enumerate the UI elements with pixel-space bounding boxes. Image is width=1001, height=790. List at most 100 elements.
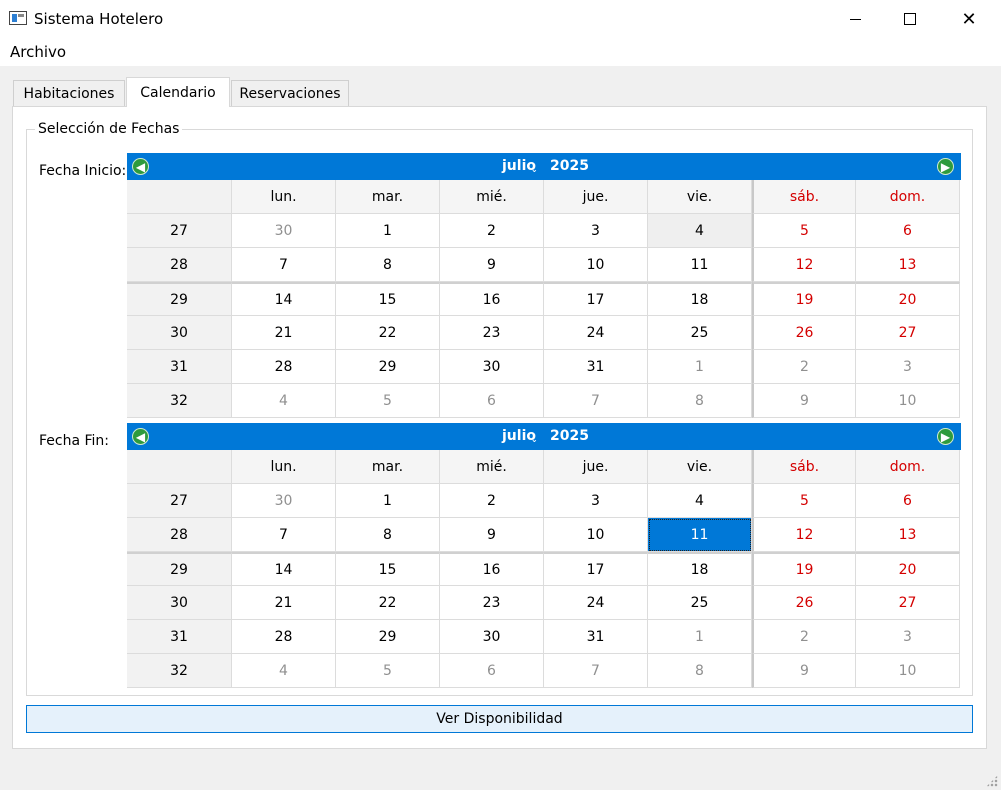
resize-grip-icon[interactable] xyxy=(986,775,998,787)
day-cell[interactable]: 29 xyxy=(336,620,440,654)
arrow-right-icon[interactable]: ▶ xyxy=(937,158,954,175)
day-cell[interactable]: 1 xyxy=(648,350,752,384)
day-cell[interactable]: 3 xyxy=(856,620,960,654)
day-cell[interactable]: 4 xyxy=(232,654,336,688)
day-cell[interactable]: 4 xyxy=(648,484,752,518)
day-cell[interactable]: 9 xyxy=(752,654,856,688)
day-cell[interactable]: 25 xyxy=(648,316,752,350)
day-cell[interactable]: 30 xyxy=(232,484,336,518)
day-cell[interactable]: 7 xyxy=(544,384,648,418)
arrow-right-icon[interactable]: ▶ xyxy=(937,428,954,445)
day-cell[interactable]: 7 xyxy=(544,654,648,688)
day-cell[interactable]: 30 xyxy=(440,620,544,654)
close-button[interactable]: ✕ xyxy=(946,0,992,38)
day-cell[interactable]: 17 xyxy=(544,552,648,586)
day-cell[interactable]: 13 xyxy=(856,518,960,552)
fecha-inicio-calendar[interactable]: ◀ julio ⌄ 2025 ▶ lun. mar. mié. jue. vie. sáb… xyxy=(127,153,961,418)
day-cell[interactable]: 27 xyxy=(856,586,960,620)
day-cell[interactable]: 15 xyxy=(336,552,440,586)
day-cell[interactable]: 9 xyxy=(440,248,544,282)
day-cell[interactable]: 23 xyxy=(440,586,544,620)
year-selector[interactable]: 2025 xyxy=(550,158,589,174)
day-cell[interactable]: 30 xyxy=(440,350,544,384)
day-cell[interactable]: 3 xyxy=(856,350,960,384)
day-cell[interactable]: 18 xyxy=(648,282,752,316)
day-cell[interactable]: 19 xyxy=(752,552,856,586)
day-cell[interactable]: 23 xyxy=(440,316,544,350)
day-cell[interactable]: 20 xyxy=(856,282,960,316)
day-cell[interactable]: 5 xyxy=(752,214,856,248)
day-cell[interactable]: 14 xyxy=(232,282,336,316)
day-cell[interactable]: 17 xyxy=(544,282,648,316)
day-cell[interactable]: 30 xyxy=(232,214,336,248)
day-cell[interactable]: 7 xyxy=(232,248,336,282)
minimize-button[interactable] xyxy=(832,0,878,38)
arrow-left-icon[interactable]: ◀ xyxy=(132,158,149,175)
day-cell[interactable]: 6 xyxy=(856,214,960,248)
day-cell[interactable]: 28 xyxy=(232,350,336,384)
tab-calendario[interactable]: Calendario xyxy=(126,77,230,107)
ver-disponibilidad-button[interactable]: Ver Disponibilidad xyxy=(26,705,973,733)
day-cell[interactable]: 25 xyxy=(648,586,752,620)
day-cell[interactable]: 10 xyxy=(544,518,648,552)
arrow-left-icon[interactable]: ◀ xyxy=(132,428,149,445)
year-selector[interactable]: 2025 xyxy=(550,428,589,444)
day-cell[interactable]: 14 xyxy=(232,552,336,586)
day-cell[interactable]: 2 xyxy=(752,620,856,654)
day-cell[interactable]: 12 xyxy=(752,518,856,552)
day-cell[interactable]: 8 xyxy=(336,248,440,282)
day-cell[interactable]: 6 xyxy=(440,384,544,418)
day-cell[interactable]: 6 xyxy=(856,484,960,518)
month-selector[interactable]: julio xyxy=(502,158,536,174)
day-cell[interactable]: 1 xyxy=(336,214,440,248)
day-cell[interactable]: 21 xyxy=(232,586,336,620)
day-cell[interactable]: 29 xyxy=(336,350,440,384)
day-cell[interactable]: 2 xyxy=(440,484,544,518)
day-cell[interactable]: 27 xyxy=(856,316,960,350)
day-cell[interactable]: 13 xyxy=(856,248,960,282)
day-cell[interactable]: 2 xyxy=(752,350,856,384)
day-cell[interactable]: 21 xyxy=(232,316,336,350)
day-cell[interactable]: 11 xyxy=(648,248,752,282)
day-cell[interactable]: 22 xyxy=(336,316,440,350)
maximize-button[interactable] xyxy=(887,0,933,38)
day-cell[interactable]: 18 xyxy=(648,552,752,586)
fecha-fin-calendar[interactable]: ◀ julio ⌄ 2025 ▶ lun. mar. mié. jue. vie. sáb… xyxy=(127,423,961,688)
day-cell[interactable]: 8 xyxy=(336,518,440,552)
day-cell[interactable]: 5 xyxy=(336,384,440,418)
day-cell[interactable]: 7 xyxy=(232,518,336,552)
day-cell[interactable]: 8 xyxy=(648,654,752,688)
day-cell[interactable]: 9 xyxy=(752,384,856,418)
month-selector[interactable]: julio xyxy=(502,428,536,444)
day-cell[interactable]: 3 xyxy=(544,214,648,248)
day-cell[interactable]: 3 xyxy=(544,484,648,518)
day-cell[interactable]: 10 xyxy=(856,384,960,418)
day-cell[interactable]: 4 xyxy=(648,214,752,248)
day-cell[interactable]: 28 xyxy=(232,620,336,654)
day-cell[interactable]: 10 xyxy=(544,248,648,282)
day-cell[interactable]: 24 xyxy=(544,586,648,620)
day-cell[interactable]: 4 xyxy=(232,384,336,418)
day-cell[interactable]: 26 xyxy=(752,316,856,350)
day-cell[interactable]: 10 xyxy=(856,654,960,688)
day-cell[interactable]: 1 xyxy=(648,620,752,654)
day-cell[interactable]: 8 xyxy=(648,384,752,418)
day-cell[interactable]: 2 xyxy=(440,214,544,248)
day-cell[interactable]: 16 xyxy=(440,552,544,586)
day-cell[interactable]: 31 xyxy=(544,350,648,384)
day-cell[interactable]: 26 xyxy=(752,586,856,620)
tab-habitaciones[interactable]: Habitaciones xyxy=(13,80,125,107)
day-cell[interactable]: 9 xyxy=(440,518,544,552)
day-cell[interactable]: 19 xyxy=(752,282,856,316)
day-cell[interactable]: 6 xyxy=(440,654,544,688)
day-cell[interactable]: 12 xyxy=(752,248,856,282)
day-cell[interactable]: 5 xyxy=(336,654,440,688)
day-cell[interactable]: 20 xyxy=(856,552,960,586)
day-cell[interactable]: 22 xyxy=(336,586,440,620)
menu-archivo[interactable]: Archivo xyxy=(10,43,67,61)
day-cell[interactable]: 5 xyxy=(752,484,856,518)
day-cell[interactable]: 15 xyxy=(336,282,440,316)
tab-reservaciones[interactable]: Reservaciones xyxy=(231,80,349,107)
day-cell[interactable]: 11 xyxy=(648,518,752,552)
day-cell[interactable]: 16 xyxy=(440,282,544,316)
